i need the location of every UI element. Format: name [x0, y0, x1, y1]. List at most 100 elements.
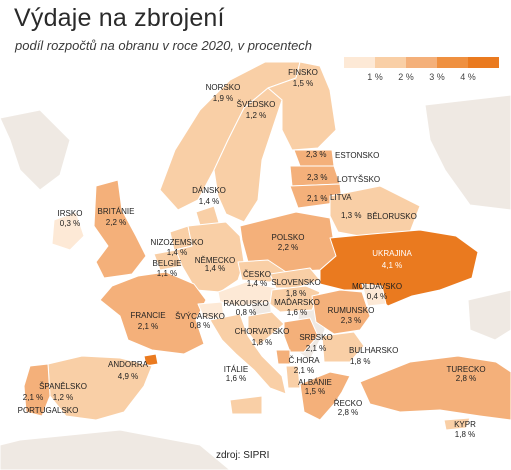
country-name-label: SLOVENSKO [271, 278, 320, 287]
country-name-label: NĚMECKO [195, 256, 235, 265]
country-value-label: 2,3 % [341, 316, 361, 325]
country-albanie [285, 365, 301, 389]
country-britanie [93, 179, 147, 279]
legend-label: 4 % [460, 72, 476, 82]
country-value-label: 1,4 % [205, 264, 225, 273]
legend-swatch [375, 57, 406, 68]
country-name-label: BULHARSKO [349, 346, 398, 355]
legend-swatch [406, 57, 437, 68]
country-name-label: IRSKO [58, 209, 83, 218]
source-note: zdroj: SIPRI [216, 450, 270, 461]
country-value-label: 2,3 % [307, 173, 327, 182]
country-value-label: 2,1 % [23, 393, 43, 402]
country-name-label: BRITÁNIE [98, 207, 135, 216]
country-name-label: ŠVÉDSKO [237, 100, 276, 109]
country-value-label: 2,2 % [278, 243, 298, 252]
country-chorvatsko [247, 311, 285, 347]
country-name-label: ANDORRA [108, 360, 149, 369]
country-value-label: 1,3 % [341, 211, 361, 220]
legend: 1 % 2 % 3 % 4 % [344, 57, 499, 82]
country-bulharsko [321, 331, 365, 363]
country-francie [99, 271, 207, 355]
country-rumunsko [311, 289, 371, 335]
legend-label: 2 % [398, 72, 414, 82]
country-name-label: ALBÁNIE [298, 378, 332, 387]
country-name-label: PORTUGALSKO [18, 406, 79, 415]
country-c-hora [275, 349, 291, 365]
country-value-label: 1,6 % [287, 308, 307, 317]
country-value-label: 0,4 % [367, 292, 387, 301]
country-ukrajina [319, 229, 479, 307]
country-name-label: FRANCIE [130, 311, 165, 320]
country-value-label: 1,8 % [350, 357, 370, 366]
country-value-label: 1,2 % [246, 111, 266, 120]
country-italie [209, 313, 287, 415]
country-name-label: MAĎARSKO [274, 298, 320, 307]
other-land [0, 429, 231, 470]
country-name-label: UKRAJINA [372, 249, 412, 258]
country-value-label: 1,4 % [247, 279, 267, 288]
country-svedsko [213, 87, 283, 223]
country-value-label: 1,6 % [226, 374, 246, 383]
country-andorra [143, 353, 159, 367]
country-name-label: DÁNSKO [192, 186, 226, 195]
legend-label: 3 % [429, 72, 445, 82]
country-value-label: 1,2 % [53, 393, 73, 402]
legend-label: 1 % [367, 72, 383, 82]
country-value-label: 2,1 % [138, 322, 158, 331]
country-value-label: 0,3 % [60, 219, 80, 228]
country-value-label: 1,8 % [286, 289, 306, 298]
other-land [424, 94, 511, 211]
country-name-label: NORSKO [206, 83, 241, 92]
legend-swatch [437, 57, 468, 68]
country-name-label: Č.HORA [288, 356, 320, 365]
country-moldavsko [361, 283, 387, 307]
country-value-label: 2,8 % [338, 408, 358, 417]
country-name-label: FINSKO [288, 68, 318, 77]
country-portugalsko [23, 363, 51, 417]
country-name-label: KYPR [454, 420, 476, 429]
country-name-label: SRBSKO [299, 333, 332, 342]
country-irsko [51, 211, 85, 251]
country-name-label: ČESKO [243, 270, 271, 279]
country-finsko [267, 61, 337, 151]
country-slovensko [269, 267, 321, 289]
country-name-label: LOTYŠSKO [337, 175, 380, 184]
country-value-label: 2,8 % [456, 374, 476, 383]
country-madarsko [269, 285, 321, 313]
country-value-label: 1,1 % [157, 269, 177, 278]
country-kypr [443, 417, 471, 431]
other-land [0, 109, 71, 191]
country-value-label: 1,8 % [455, 430, 475, 439]
country-value-label: 1,9 % [213, 94, 233, 103]
country-name-label: LITVA [330, 193, 352, 202]
country-spanelsko [47, 355, 153, 421]
legend-swatch [344, 57, 375, 68]
map-title: Výdaje na zbrojení [14, 4, 225, 32]
country-value-label: 2,1 % [294, 366, 314, 375]
country-value-label: 1,5 % [293, 79, 313, 88]
country-name-label: ITÁLIE [224, 365, 248, 374]
country-turecko [359, 355, 511, 421]
country-value-label: 2,1 % [306, 344, 326, 353]
country-name-label: BELGIE [153, 259, 182, 268]
country-name-label: ESTONSKO [335, 151, 379, 160]
country-srbsko [283, 317, 319, 353]
country-name-label: ŘECKO [334, 399, 362, 408]
country-value-label: 4,1 % [382, 261, 402, 270]
country-value-label: 1,4 % [199, 197, 219, 206]
country-value-label: 0,8 % [190, 321, 210, 330]
country-name-label: ŠVÝCARSKO [175, 312, 225, 321]
country-name-label: CHORVATSKO [235, 327, 290, 336]
country-name-label: RAKOUSKO [223, 299, 268, 308]
country-name-label: POLSKO [272, 233, 305, 242]
country-value-label: 1,5 % [305, 387, 325, 396]
other-land [467, 289, 511, 341]
legend-swatch [468, 57, 499, 68]
country-recko [299, 371, 351, 421]
country-name-label: ŠPANĚLSKO [39, 382, 87, 391]
map-subtitle: podíl rozpočtů na obranu v roce 2020, v … [15, 38, 313, 53]
country-value-label: 1,4 % [167, 248, 187, 257]
